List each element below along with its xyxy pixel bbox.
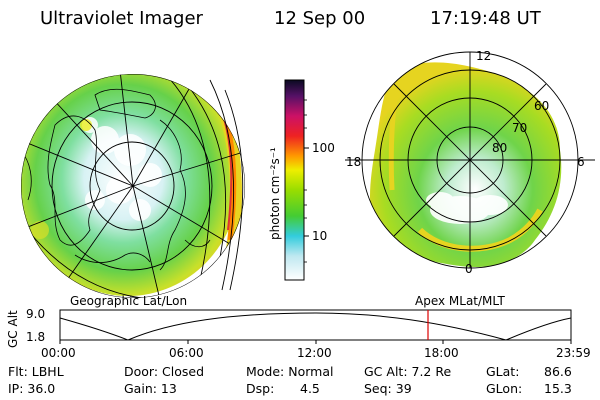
time-tick-1200: 12:00 (297, 346, 332, 360)
mlat-label-60: 60 (534, 99, 549, 113)
geographic-caption: Geographic Lat/Lon (70, 294, 187, 308)
mlt-label-18: 18 (346, 155, 361, 169)
colorbar: 100 10 photon cm⁻²s⁻¹ (268, 79, 335, 281)
instrument-title: Ultraviolet Imager (40, 8, 204, 29)
colorbar-tick-10: 10 (312, 229, 327, 243)
mlt-label-0: 0 (465, 262, 473, 276)
door-info: Door: Closed (124, 364, 205, 379)
polar-caption: Apex MLat/MLT (415, 294, 505, 308)
geographic-image (21, 74, 245, 298)
date-label: 12 Sep 00 (274, 8, 365, 29)
time-tick-0600: 06:00 (169, 346, 204, 360)
time-label: 17:19:48 UT (430, 8, 542, 29)
gain-info: Gain: 13 (124, 381, 177, 396)
glat-label: GLat: (486, 364, 520, 379)
polar-grid (345, 51, 595, 269)
geographic-graticule (21, 74, 245, 298)
gc-alt-info: GC Alt: 7.2 Re (364, 364, 452, 379)
polar-image: 12 18 6 0 60 70 80 (345, 49, 595, 276)
mlt-label-6: 6 (577, 155, 585, 169)
orbit-altitude-curve (59, 312, 572, 341)
filter-info: Flt: LBHL (8, 364, 64, 379)
alt-tick-1_8: 1.8 (26, 330, 45, 344)
mode-info: Mode: Normal (246, 364, 334, 379)
dsp-label: Dsp: (246, 381, 275, 396)
ip-info: IP: 36.0 (8, 381, 56, 396)
seq-info: Seq: 39 (364, 381, 412, 396)
time-tick-2359: 23:59 (556, 346, 591, 360)
dsp-value: 4.5 (300, 381, 320, 396)
colorbar-unit-label: photon cm⁻²s⁻¹ (268, 147, 282, 240)
glon-label: GLon: (486, 381, 523, 396)
mlt-label-12: 12 (476, 49, 491, 63)
colorbar-tick-100: 100 (312, 141, 335, 155)
alt-tick-9: 9.0 (26, 307, 45, 321)
mlat-label-80: 80 (492, 141, 507, 155)
mlat-label-70: 70 (512, 121, 527, 135)
time-tick-0000: 00:00 (41, 346, 76, 360)
glon-value: 15.3 (544, 381, 572, 396)
alt-axis-label: GC Alt (6, 310, 20, 348)
glat-value: 86.6 (544, 364, 572, 379)
time-tick-1800: 18:00 (424, 346, 459, 360)
altitude-plot: 9.0 1.8 GC Alt 00:00 06:00 12:00 18:00 2… (6, 307, 591, 360)
